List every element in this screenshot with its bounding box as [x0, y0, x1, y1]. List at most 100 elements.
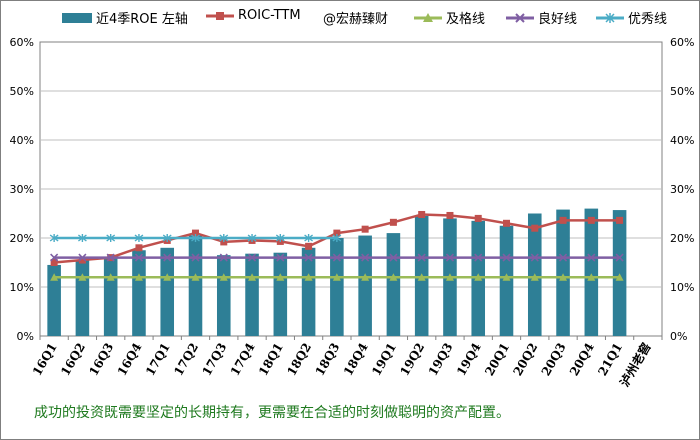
data-point	[304, 273, 313, 281]
data-point	[389, 253, 398, 262]
data-point	[162, 234, 172, 242]
legend-watermark-label: @宏赫臻财	[323, 12, 389, 27]
data-point	[417, 253, 426, 262]
data-point	[332, 234, 342, 242]
x-tick-label: 19Q4	[454, 341, 484, 379]
data-point	[502, 273, 511, 281]
bar	[556, 209, 570, 336]
data-point	[77, 234, 87, 242]
data-point	[418, 210, 426, 218]
data-point	[50, 273, 59, 281]
data-point	[276, 253, 285, 262]
bar	[245, 253, 259, 336]
data-point	[587, 216, 595, 224]
data-point	[389, 273, 398, 281]
y-tick-label-right: 30%	[670, 183, 694, 196]
x-tick-label: 19Q3	[426, 341, 456, 379]
legend-roic-swatch	[206, 11, 234, 20]
y-tick-label-left: 20%	[10, 232, 34, 245]
data-point	[50, 259, 58, 266]
x-tick-label: 20Q2	[510, 341, 540, 379]
data-point	[445, 273, 454, 281]
data-point	[615, 253, 624, 262]
data-point	[192, 229, 199, 237]
x-tick-label: 17Q3	[199, 341, 229, 379]
data-point	[304, 253, 313, 262]
data-point	[615, 273, 624, 281]
x-tick-label: 17Q2	[171, 341, 201, 379]
data-point	[134, 273, 143, 281]
legend-roic: ROIC-TTM	[206, 8, 301, 23]
y-tick-label-right: 50%	[670, 85, 694, 98]
bar	[499, 225, 514, 336]
data-point	[558, 253, 568, 262]
data-point	[219, 234, 229, 242]
x-tick-label: 16Q4	[115, 341, 145, 379]
data-point	[361, 273, 370, 281]
data-point	[502, 253, 511, 262]
legend-pass-swatch	[414, 12, 442, 22]
data-point	[135, 244, 143, 252]
x-tick-label: 18Q2	[284, 341, 314, 379]
bar	[386, 233, 401, 336]
legend-good: 良好线	[506, 8, 577, 27]
x-tick-label: 16Q3	[86, 341, 116, 379]
data-point	[531, 224, 539, 232]
x-tick-label: 17Q1	[143, 341, 173, 379]
legend-good-label: 良好线	[538, 12, 578, 27]
data-point	[106, 253, 115, 262]
data-point	[219, 273, 228, 281]
x-tick-label: 20Q4	[567, 341, 597, 379]
data-point	[106, 234, 116, 242]
data-point	[530, 253, 539, 262]
data-point	[248, 273, 257, 281]
data-point	[106, 273, 115, 281]
y-tick-label-left: 50%	[10, 85, 34, 98]
x-tick-label: 17Q4	[228, 341, 258, 379]
x-tick-label: 16Q2	[58, 341, 88, 379]
y-tick-label-right: 10%	[670, 281, 694, 294]
x-tick-label: 20Q1	[482, 341, 512, 379]
legend-excellent: 优秀线	[596, 8, 667, 27]
data-point	[474, 253, 483, 262]
data-point	[332, 253, 341, 262]
data-point	[305, 242, 313, 250]
y-tick-label-right: 60%	[670, 36, 694, 49]
data-point	[333, 229, 341, 237]
legend-watermark: @宏赫臻财	[323, 8, 388, 27]
legend-roe-label: 近4季ROE 左轴	[96, 12, 188, 27]
legend-pass: 及格线	[414, 8, 485, 27]
data-point	[134, 234, 144, 242]
data-point	[191, 253, 200, 262]
x-tick-label: 20Q3	[539, 341, 569, 379]
x-tick-label: 18Q3	[313, 341, 343, 379]
data-point	[389, 218, 397, 226]
bar	[330, 238, 344, 336]
data-point	[276, 273, 285, 281]
bar	[47, 264, 61, 336]
data-point	[50, 253, 59, 262]
bar	[301, 247, 316, 336]
legend-roe-swatch	[62, 12, 92, 23]
bar	[103, 257, 118, 336]
data-point	[446, 211, 454, 219]
data-point	[191, 234, 200, 242]
data-point	[78, 253, 87, 262]
y-tick-label-right: 0%	[670, 330, 687, 343]
data-point	[559, 216, 567, 224]
x-tick-label: 19Q2	[397, 341, 427, 379]
data-point	[78, 273, 87, 281]
data-point	[559, 273, 568, 281]
legend-excellent-label: 优秀线	[628, 12, 668, 27]
x-tick-label: 21Q1	[595, 341, 625, 379]
legend-roic-label: ROIC-TTM	[238, 8, 301, 23]
y-tick-label-left: 10%	[10, 281, 34, 294]
y-tick-label-right: 20%	[670, 232, 694, 245]
data-point	[275, 234, 285, 242]
x-tick-label: 18Q4	[341, 341, 371, 379]
bar	[216, 255, 231, 336]
bar	[584, 208, 599, 336]
data-point	[163, 253, 172, 262]
y-tick-label-right: 40%	[670, 134, 694, 147]
